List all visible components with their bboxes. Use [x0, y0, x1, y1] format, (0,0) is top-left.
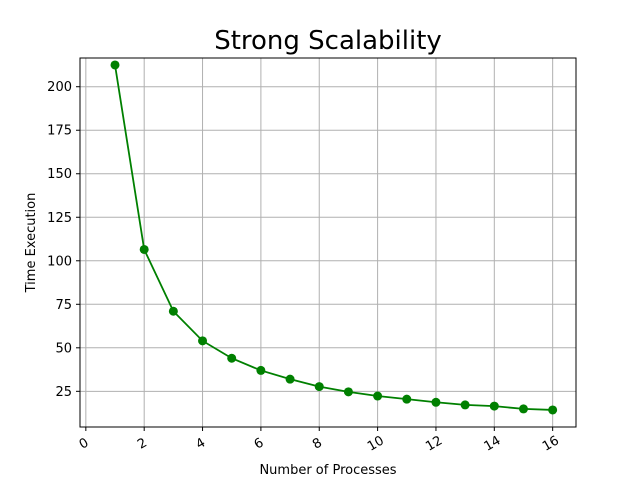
data-point [139, 244, 149, 254]
data-point [168, 306, 178, 316]
data-point [489, 401, 499, 411]
y-tick-label: 200 [47, 80, 72, 95]
data-point [548, 405, 558, 415]
data-point [198, 336, 208, 346]
data-point [256, 365, 266, 375]
y-tick-label: 25 [55, 385, 72, 400]
data-point [373, 391, 383, 401]
y-axis-label: Time Execution [24, 193, 39, 294]
y-tick-label: 100 [47, 254, 72, 269]
x-tick-label: 0 [77, 435, 92, 452]
data-point [314, 382, 324, 392]
x-tick-label: 16 [540, 433, 562, 454]
plot-frame [79, 57, 577, 428]
data-point [402, 394, 412, 404]
ticks-layer: 0 2 4 6 8 10 12 14 16 25 50 75 100 125 150 175 200 [47, 80, 562, 454]
x-tick-label: 4 [193, 435, 208, 452]
x-tick-label: 14 [482, 433, 504, 454]
y-tick-label: 50 [55, 341, 72, 356]
x-tick-label: 12 [423, 433, 445, 454]
x-tick-label: 6 [252, 435, 267, 452]
series-layer [110, 60, 558, 415]
chart-title: Strong Scalability [214, 26, 442, 56]
series-line [114, 64, 553, 411]
y-tick-label: 175 [47, 124, 72, 139]
x-tick-label: 2 [135, 435, 150, 452]
x-tick-label: 8 [310, 435, 325, 452]
data-point [227, 353, 237, 363]
data-point [343, 387, 353, 397]
data-point [431, 397, 441, 407]
data-point [285, 374, 295, 384]
x-axis-label: Number of Processes [259, 463, 396, 478]
data-point [110, 60, 120, 70]
data-point [460, 400, 470, 410]
data-point [518, 404, 528, 414]
y-tick-label: 125 [47, 211, 72, 226]
x-tick-label: 10 [365, 433, 387, 454]
grid-lines [80, 58, 576, 427]
y-tick-label: 150 [47, 167, 72, 182]
y-tick-label: 75 [55, 298, 72, 313]
